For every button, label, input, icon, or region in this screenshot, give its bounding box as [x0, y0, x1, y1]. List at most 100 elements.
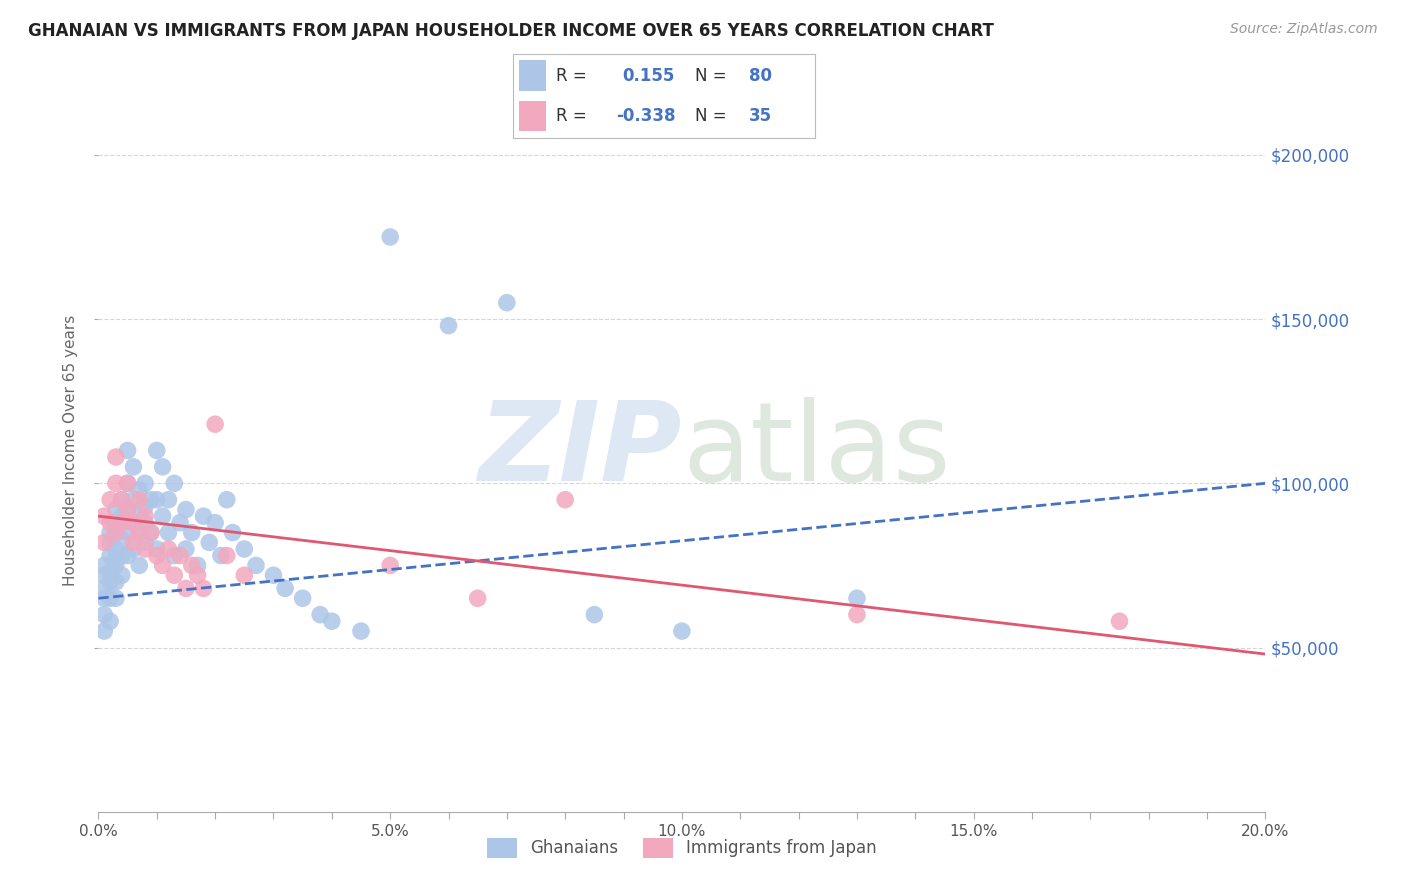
Point [180, 558, 202, 573]
Point [245, 558, 267, 573]
Text: 0.155: 0.155 [621, 67, 675, 85]
Point [93, 607, 115, 622]
Text: Source: ZipAtlas.com: Source: ZipAtlas.com [1230, 22, 1378, 37]
Point [98, 516, 121, 530]
Text: N =: N = [695, 67, 731, 85]
Point [134, 500, 156, 514]
Text: N =: N = [695, 107, 731, 125]
Point [128, 525, 150, 540]
Legend: Ghanaians, Immigrants from Japan: Ghanaians, Immigrants from Japan [479, 831, 884, 865]
Point [157, 492, 180, 507]
Point [215, 492, 238, 507]
Point [117, 549, 139, 563]
Point [157, 525, 180, 540]
Point [98, 549, 121, 563]
Point [98, 565, 121, 579]
Text: GHANAIAN VS IMMIGRANTS FROM JAPAN HOUSEHOLDER INCOME OVER 65 YEARS CORRELATION C: GHANAIAN VS IMMIGRANTS FROM JAPAN HOUSEH… [28, 22, 994, 40]
Point [122, 541, 145, 556]
Point [169, 516, 191, 530]
Point [198, 535, 221, 549]
Point [180, 525, 202, 540]
Point [221, 525, 243, 540]
Point [104, 516, 127, 530]
Point [117, 502, 139, 516]
Point [104, 502, 127, 516]
Point [204, 417, 226, 432]
Point [467, 591, 489, 606]
Point [152, 509, 174, 524]
Point [134, 541, 156, 556]
Point [104, 574, 127, 589]
Point [111, 492, 134, 507]
Text: -0.338: -0.338 [616, 107, 675, 125]
Point [128, 558, 150, 573]
Point [215, 549, 238, 563]
Point [111, 492, 134, 507]
Point [98, 535, 121, 549]
Point [174, 502, 197, 516]
Point [309, 607, 332, 622]
Point [380, 558, 402, 573]
Point [128, 483, 150, 497]
Point [146, 492, 169, 507]
Point [122, 535, 145, 549]
Point [134, 509, 156, 524]
Point [846, 591, 869, 606]
Point [152, 459, 174, 474]
Point [163, 476, 186, 491]
Point [128, 509, 150, 524]
Point [174, 582, 197, 596]
Point [274, 582, 297, 596]
Point [146, 541, 169, 556]
Point [111, 549, 134, 563]
Point [93, 558, 115, 573]
Point [93, 591, 115, 606]
Point [134, 516, 156, 530]
Point [163, 549, 186, 563]
Point [139, 525, 162, 540]
Point [233, 568, 256, 582]
Point [104, 551, 127, 566]
Point [187, 558, 209, 573]
Point [117, 476, 139, 491]
Point [117, 476, 139, 491]
Point [104, 591, 127, 606]
Point [98, 525, 121, 540]
Point [496, 295, 519, 310]
Text: ZIP: ZIP [478, 397, 682, 504]
Point [117, 443, 139, 458]
Point [111, 532, 134, 546]
Point [380, 230, 402, 244]
Point [93, 582, 115, 596]
Point [291, 591, 314, 606]
Text: R =: R = [555, 107, 592, 125]
Point [104, 525, 127, 540]
Point [104, 450, 127, 464]
Point [122, 492, 145, 507]
Point [174, 541, 197, 556]
Point [193, 509, 215, 524]
Point [671, 624, 693, 639]
Point [209, 549, 232, 563]
Point [122, 516, 145, 530]
Point [128, 492, 150, 507]
Point [104, 525, 127, 540]
Point [169, 549, 191, 563]
Point [104, 476, 127, 491]
Y-axis label: Householder Income Over 65 years: Householder Income Over 65 years [63, 315, 79, 586]
FancyBboxPatch shape [519, 101, 547, 131]
Point [146, 549, 169, 563]
FancyBboxPatch shape [519, 61, 547, 91]
Point [93, 568, 115, 582]
Point [111, 568, 134, 582]
Point [104, 558, 127, 573]
Point [104, 541, 127, 556]
Point [437, 318, 460, 333]
Point [128, 525, 150, 540]
Text: atlas: atlas [682, 397, 950, 504]
Point [93, 509, 115, 524]
Text: 35: 35 [749, 107, 772, 125]
Point [98, 492, 121, 507]
Point [98, 614, 121, 628]
Text: R =: R = [555, 67, 592, 85]
